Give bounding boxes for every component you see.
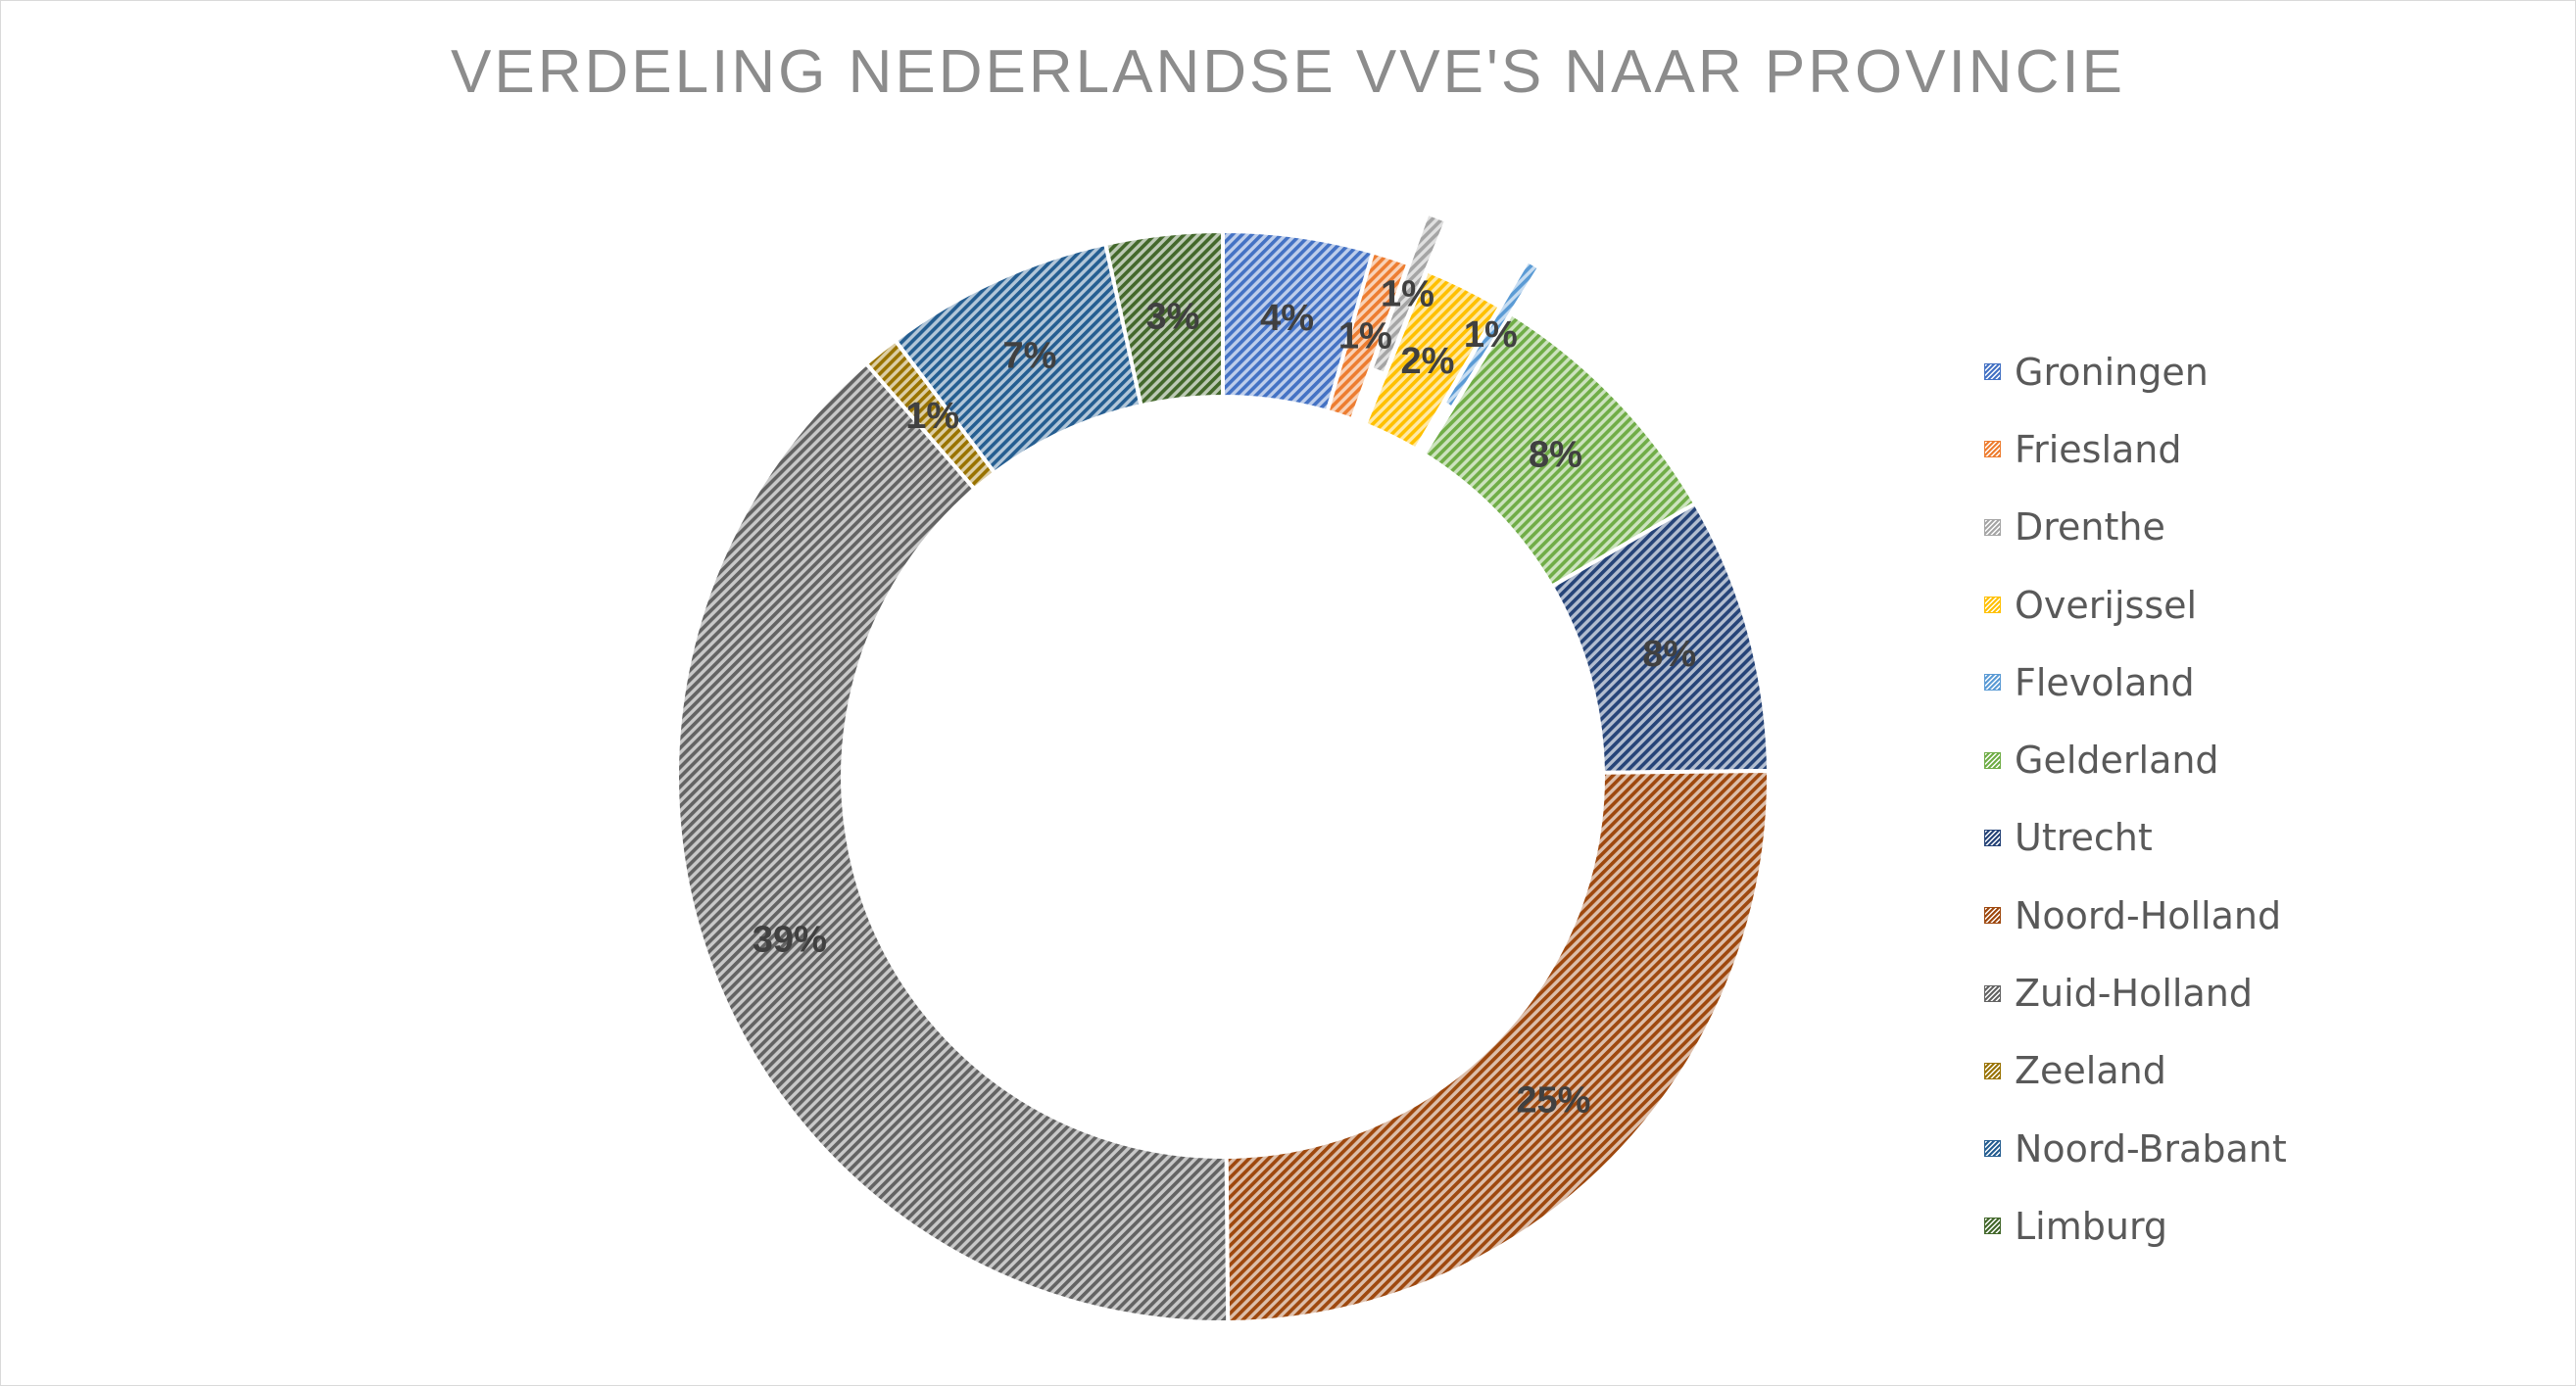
doughnut-slices — [675, 211, 1771, 1325]
legend-swatch — [1984, 1140, 2001, 1158]
legend-swatch — [1984, 751, 2001, 769]
legend-swatch — [1984, 441, 2001, 458]
legend-swatch — [1984, 363, 2001, 381]
chart-title: VERDELING NEDERLANDSE VVE'S NAAR PROVINC… — [451, 38, 2125, 106]
legend-swatch — [1984, 674, 2001, 692]
legend-label: Flevoland — [2015, 660, 2195, 704]
legend-swatch — [1984, 518, 2001, 536]
legend-swatch — [1984, 907, 2001, 925]
data-label-zuid-holland: 39% — [753, 920, 827, 961]
doughnut-data-labels: 4% 1%1%2%1%8%8%25%39%1%7%3% — [753, 273, 1696, 1121]
legend-label: Zuid-Holland — [2015, 972, 2253, 1016]
legend-label: Utrecht — [2015, 816, 2153, 860]
legend-swatch — [1984, 597, 2001, 614]
slice-friesland — [1325, 249, 1411, 422]
legend-item-utrecht: Utrecht — [1984, 799, 2287, 877]
data-label-limburg: 3% — [1145, 296, 1199, 337]
legend-label: Groningen — [2015, 350, 2209, 394]
legend-swatch — [1984, 829, 2001, 846]
legend-swatch — [1984, 984, 2001, 1002]
legend-item-overijssel: Overijssel — [1984, 566, 2287, 644]
data-label-friesland: 1% — [1338, 315, 1392, 357]
legend-item-zeeland: Zeeland — [1984, 1032, 2287, 1110]
data-label-flevoland: 1% — [1464, 314, 1518, 356]
slice-zuid-holland — [675, 360, 1231, 1324]
legend-item-groningen: Groningen — [1984, 333, 2287, 410]
slice-limburg — [1102, 228, 1225, 408]
legend-swatch — [1984, 1218, 2001, 1235]
legend-label: Limburg — [2015, 1204, 2168, 1248]
legend-item-friesland: Friesland — [1984, 410, 2287, 488]
data-label-zeeland: 1% — [905, 396, 959, 437]
legend-item-noord-brabant: Noord-Brabant — [1984, 1110, 2287, 1187]
data-label-gelderland: 8% — [1529, 434, 1582, 475]
legend-item-flevoland: Flevoland — [1984, 644, 2287, 721]
legend-item-zuid-holland: Zuid-Holland — [1984, 954, 2287, 1031]
legend-swatch — [1984, 1062, 2001, 1079]
legend-label: Noord-Brabant — [2015, 1126, 2287, 1171]
legend-item-drenthe: Drenthe — [1984, 489, 2287, 566]
data-label-utrecht: 8% — [1642, 634, 1696, 675]
slice-noord-holland — [1224, 768, 1771, 1325]
legend-label: Noord-Holland — [2015, 893, 2282, 937]
data-label-noord-holland: 25% — [1516, 1080, 1590, 1122]
data-label-groningen: 4% — [1260, 298, 1314, 339]
legend-item-gelderland: Gelderland — [1984, 721, 2287, 798]
chart-legend: Groningen Friesland Drenthe Overijssel Flevo… — [1984, 333, 2287, 1266]
legend-label: Gelderland — [2015, 739, 2219, 783]
data-label-drenthe: 1% — [1381, 273, 1434, 314]
legend-label: Zeeland — [2015, 1049, 2166, 1093]
legend-item-limburg: Limburg — [1984, 1187, 2287, 1265]
legend-label: Overijssel — [2015, 583, 2198, 627]
data-label-noord-brabant: 7% — [1002, 336, 1056, 377]
legend-label: Friesland — [2015, 427, 2182, 471]
legend-item-noord-holland: Noord-Holland — [1984, 877, 2287, 954]
legend-label: Drenthe — [2015, 505, 2165, 550]
data-label-overijssel: 2% — [1400, 341, 1454, 382]
